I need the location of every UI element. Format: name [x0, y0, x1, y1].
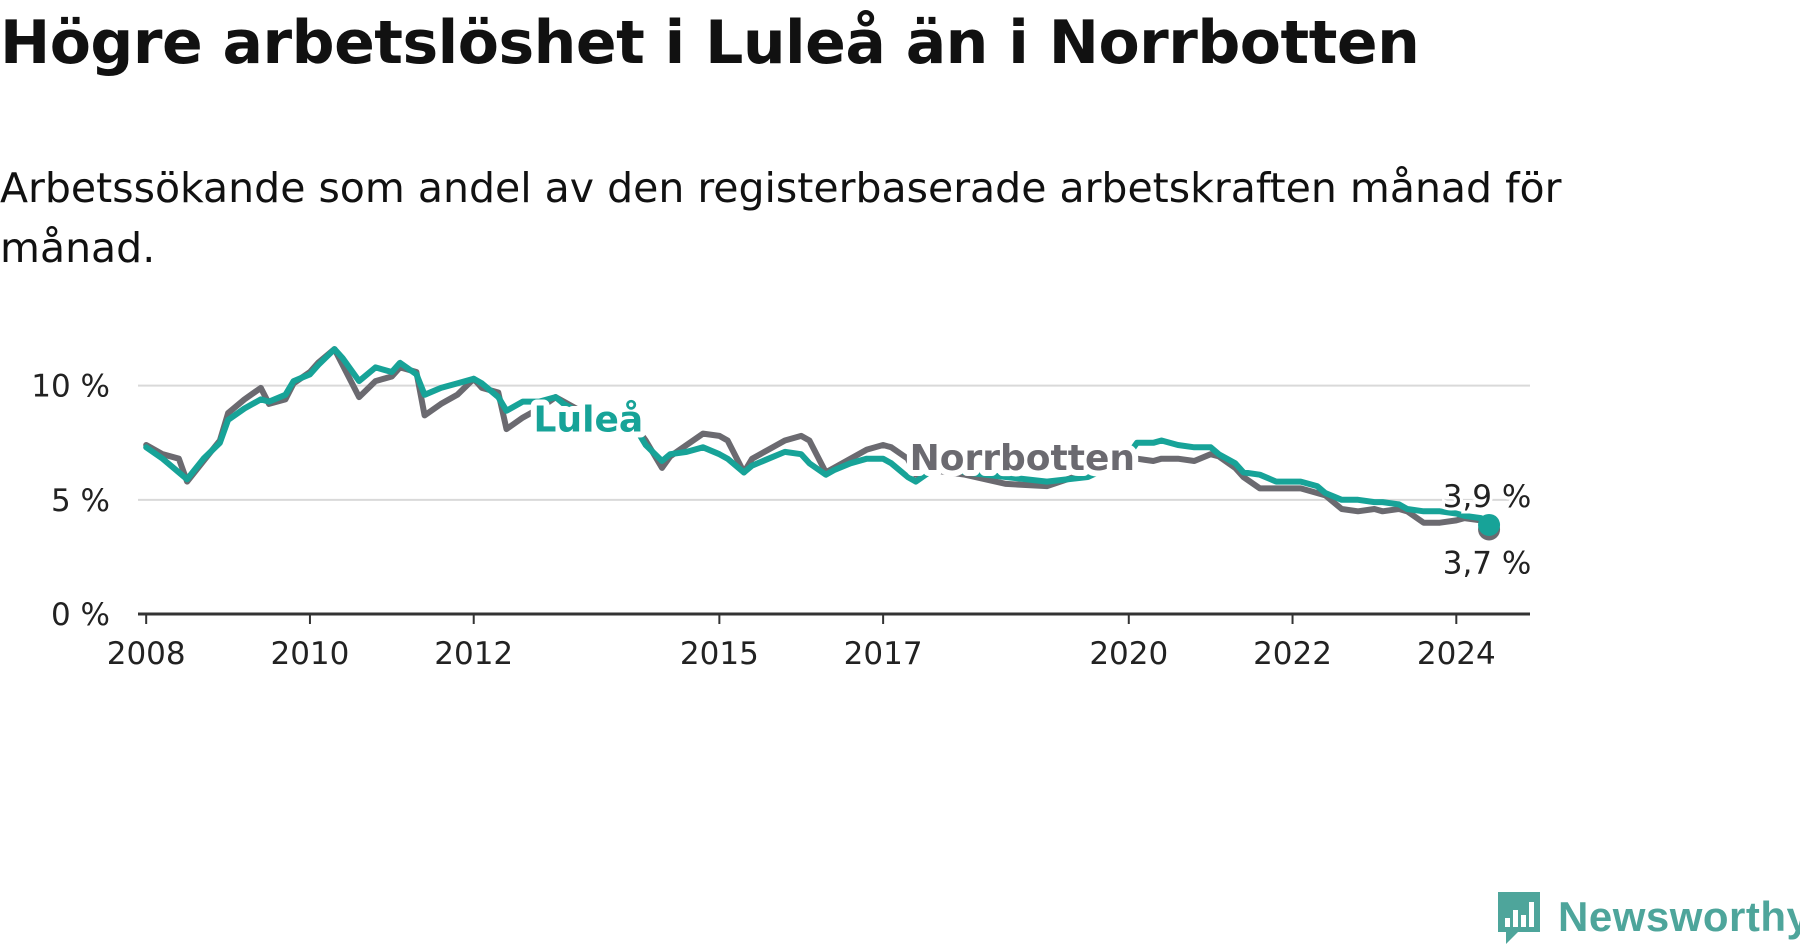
- chart-subtitle: Arbetssökande som andel av den registerb…: [0, 164, 1562, 272]
- y-tick-label: 0 %: [51, 597, 110, 633]
- x-tick-label: 2024: [1417, 636, 1496, 672]
- series-labels: Luleå Norrbotten 3,9 % 3,7 %: [528, 393, 1535, 584]
- series-line-norrbotten: [143, 346, 1493, 533]
- series-line-lulea: [143, 346, 1493, 528]
- x-tick-label: 2010: [270, 636, 349, 672]
- end-value-label: 3,9 %: [1443, 479, 1532, 515]
- x-tick-label: 2020: [1089, 636, 1168, 672]
- chart-title: Högre arbetslöshet i Luleå än i Norrbott…: [0, 8, 1420, 78]
- newsworthy-logo-icon: [1498, 892, 1540, 944]
- brand-name: Newsworthy: [1558, 893, 1800, 940]
- x-tick-label: 2012: [434, 636, 513, 672]
- x-tick-label: 2017: [844, 636, 923, 672]
- series-lines: [143, 346, 1501, 541]
- end-point-marker: [1478, 513, 1501, 536]
- end-value-label: 3,7 %: [1443, 546, 1532, 582]
- series-label: Luleå: [534, 399, 644, 440]
- brand: Newsworthy: [1494, 888, 1800, 946]
- y-tick-label: 10 %: [31, 369, 110, 405]
- x-tick-label: 2015: [680, 636, 759, 672]
- axes: 0 % 5 % 10 % 2008 2010 2012 2015 2017 2020 2022 20…: [31, 369, 1530, 672]
- series-label: Norrbotten: [910, 438, 1135, 479]
- y-tick-label: 5 %: [51, 483, 110, 519]
- x-tick-label: 2022: [1253, 636, 1332, 672]
- x-tick-label: 2008: [107, 636, 186, 672]
- gridlines: [138, 384, 1530, 501]
